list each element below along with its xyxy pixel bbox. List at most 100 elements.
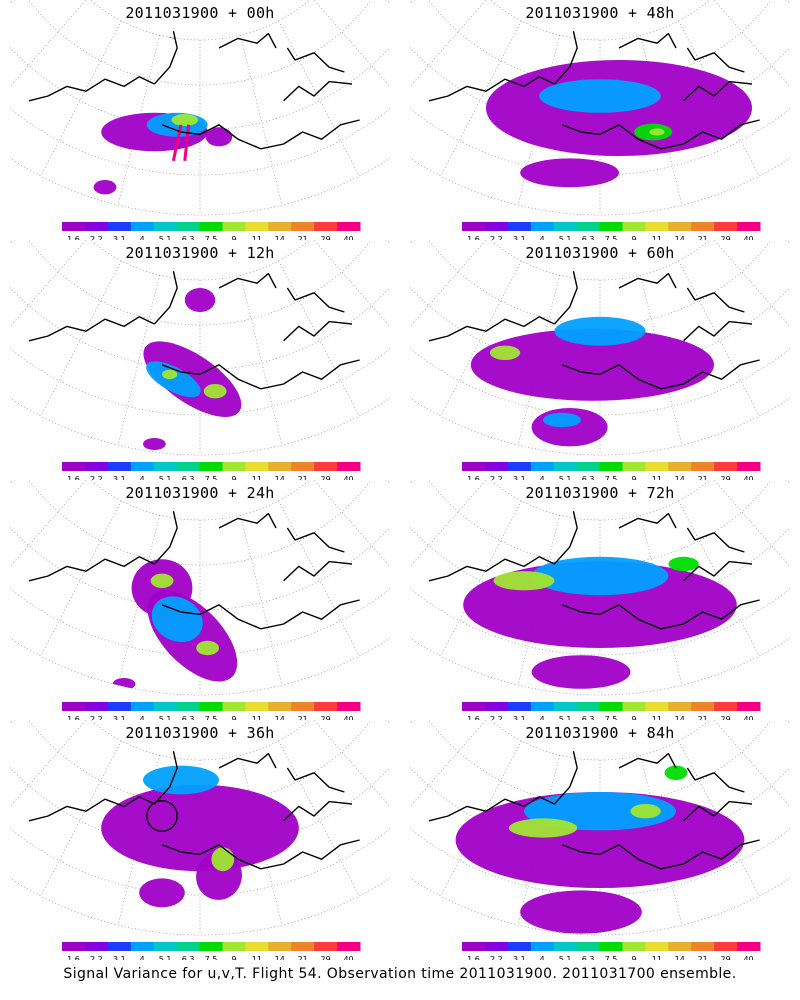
colorbar-segment <box>153 702 178 711</box>
coastline <box>161 599 360 630</box>
colorbar-segment <box>737 702 761 711</box>
colorbar-tick-label: 6.3 <box>182 955 195 960</box>
colorbar-tick-label: 29 <box>721 475 731 480</box>
colorbar-segment <box>176 462 201 471</box>
latitude-line <box>10 828 390 896</box>
colorbar-tick-label: 6.3 <box>182 475 195 480</box>
variance-blob <box>493 571 555 591</box>
colorbar-segment <box>62 942 86 951</box>
colorbar-tick-label: 4 <box>140 475 145 480</box>
coastlines <box>428 751 760 870</box>
colorbar-tick-label: 11 <box>252 955 262 960</box>
colorbar-tick-label: 29 <box>321 955 331 960</box>
coastline <box>286 527 345 553</box>
colorbar-tick-label: 9 <box>231 955 236 960</box>
colorbar-segment <box>714 702 738 711</box>
colorbar-segment <box>668 462 692 471</box>
colorbar-tick-label: 3.1 <box>513 475 526 480</box>
colorbar-segment <box>599 702 623 711</box>
coastline <box>683 800 753 822</box>
colorbar-tick-label: 5.1 <box>159 955 172 960</box>
variance-field <box>112 559 238 690</box>
variance-blob <box>630 804 661 819</box>
colorbar-segment <box>507 702 532 711</box>
variance-field <box>486 60 752 188</box>
highlight-circle <box>146 800 178 832</box>
colorbar-segment <box>314 942 338 951</box>
panel-title: 2011031900 + 12h <box>125 244 275 262</box>
coastline <box>283 560 353 582</box>
variance-blob <box>196 640 220 656</box>
colorbar-segment <box>314 702 338 711</box>
colorbar: 1.6 2.2 3.1 4 5.1 6.3 7.5 9 11 14 21 29 40 <box>62 942 361 960</box>
longitude-line <box>10 480 87 568</box>
colorbar-tick-label: 21 <box>698 955 708 960</box>
variance-blob <box>203 384 227 399</box>
colorbar-tick-label: 7.5 <box>605 235 618 240</box>
coastline <box>686 767 745 793</box>
coastline <box>153 511 178 565</box>
colorbar-segment <box>737 462 761 471</box>
variance-blob <box>211 847 235 872</box>
coastline <box>618 752 677 769</box>
colorbar-tick-label: 11 <box>652 955 662 960</box>
colorbar-tick-label: 3.1 <box>113 235 126 240</box>
variance-blob <box>520 890 642 934</box>
colorbar-tick-label: 5.1 <box>159 715 172 720</box>
colorbar-segment <box>245 462 269 471</box>
longitude-line <box>440 20 522 177</box>
colorbar-tick-label: 9 <box>631 715 636 720</box>
colorbar-tick-label: 4 <box>540 955 545 960</box>
colorbar-segment <box>291 462 315 471</box>
flight-track <box>183 124 191 161</box>
colorbar-tick-label: 4 <box>540 715 545 720</box>
variance-blob <box>531 655 631 689</box>
coastlines <box>428 271 760 390</box>
colorbar-tick-label: 14 <box>275 715 285 720</box>
colorbar-tick-label: 29 <box>721 955 731 960</box>
colorbar-segment <box>337 942 361 951</box>
colorbar-segment <box>153 942 178 951</box>
colorbar-segment <box>645 942 669 951</box>
colorbar-segment <box>337 222 361 231</box>
map-panel: 2011031900 + 36h 1.6 2.2 3.1 4 5.1 6.3 7.5 9 11 14… <box>10 720 390 960</box>
colorbar-tick-label: 1.6 <box>67 955 80 960</box>
colorbar-tick-label: 14 <box>675 955 685 960</box>
colorbar-segment <box>268 222 292 231</box>
variance-blob <box>543 412 581 428</box>
coastline <box>428 556 555 582</box>
map-svg <box>10 480 390 696</box>
colorbar-tick-label: 40 <box>343 955 353 960</box>
map-panel: 2011031900 + 12h 1.6 2.2 3.1 4 5.1 6.3 7.5 9 11 14… <box>10 240 390 480</box>
coastline <box>161 119 360 150</box>
figure-caption: Signal Variance for u,v,T. Flight 54. Ob… <box>63 966 737 982</box>
colorbar-segment <box>314 222 338 231</box>
colorbar-segment <box>176 222 201 231</box>
colorbar-tick-label: 14 <box>275 475 285 480</box>
colorbar-segment <box>337 702 361 711</box>
colorbar-segment <box>268 462 292 471</box>
colorbar-tick-label: 2.2 <box>490 235 503 240</box>
colorbar-tick-label: 1.6 <box>67 475 80 480</box>
colorbar-tick-label: 29 <box>321 235 331 240</box>
variance-field <box>143 288 242 450</box>
colorbar-tick-label: 2.2 <box>90 235 103 240</box>
colorbar-tick-label: 11 <box>252 715 262 720</box>
colorbar-segment <box>714 222 738 231</box>
longitude-line <box>313 480 390 568</box>
variance-field <box>463 556 737 689</box>
longitude-line <box>40 260 122 417</box>
colorbar-tick-label: 21 <box>298 475 308 480</box>
coastline <box>283 800 353 822</box>
variance-blob <box>489 345 521 360</box>
colorbar-segment <box>507 462 532 471</box>
longitude-line <box>713 720 790 808</box>
variance-blob <box>162 369 178 380</box>
coastline <box>618 512 677 529</box>
map-panel: 2011031900 + 84h 1.6 2.2 3.1 4 5.1 6.3 7.5 9 11 14… <box>410 720 790 960</box>
colorbar-segment <box>668 942 692 951</box>
colorbar-segment <box>599 462 623 471</box>
colorbar-tick-label: 2.2 <box>90 715 103 720</box>
latitude-line <box>10 108 390 176</box>
colorbar-segment <box>222 462 246 471</box>
